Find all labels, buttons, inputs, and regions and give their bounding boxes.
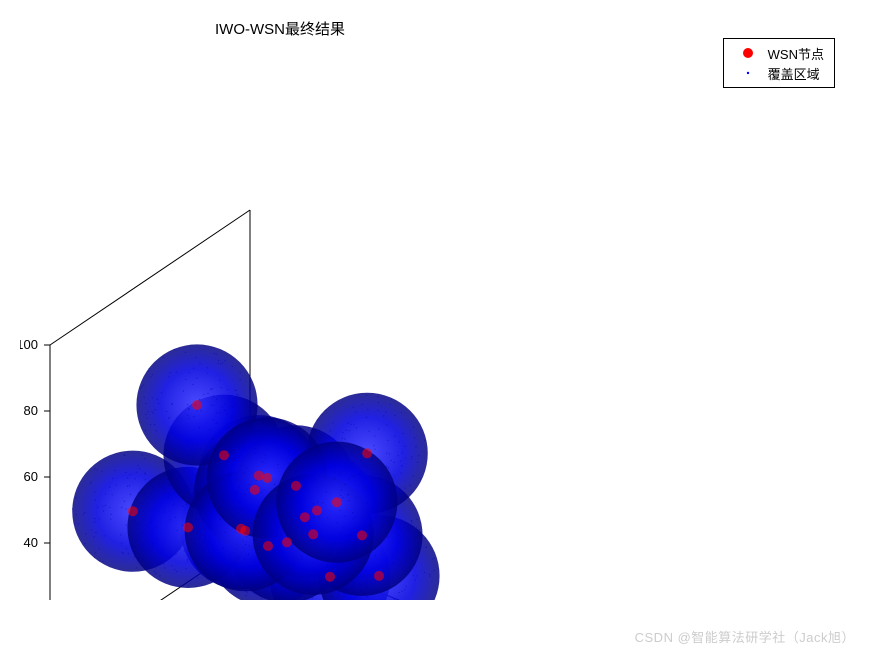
svg-text:60: 60 (24, 469, 38, 484)
legend-label: 覆盖区域 (764, 64, 820, 83)
svg-text:100: 100 (20, 337, 38, 352)
blue-dot-icon (732, 66, 764, 80)
legend: WSN节点 覆盖区域 (723, 38, 835, 88)
plot-svg: 020406080100050100050100 (20, 40, 660, 600)
legend-item-coverage: 覆盖区域 (732, 63, 824, 83)
chart-title: IWO-WSN最终结果 (0, 18, 560, 39)
red-circle-icon (732, 46, 764, 60)
watermark: CSDN @智能算法研学社（Jack旭） (635, 627, 855, 646)
legend-label: WSN节点 (764, 44, 824, 63)
svg-text:40: 40 (24, 535, 38, 550)
plot-3d: 020406080100050100050100 (20, 40, 660, 600)
svg-text:80: 80 (24, 403, 38, 418)
legend-item-nodes: WSN节点 (732, 43, 824, 63)
